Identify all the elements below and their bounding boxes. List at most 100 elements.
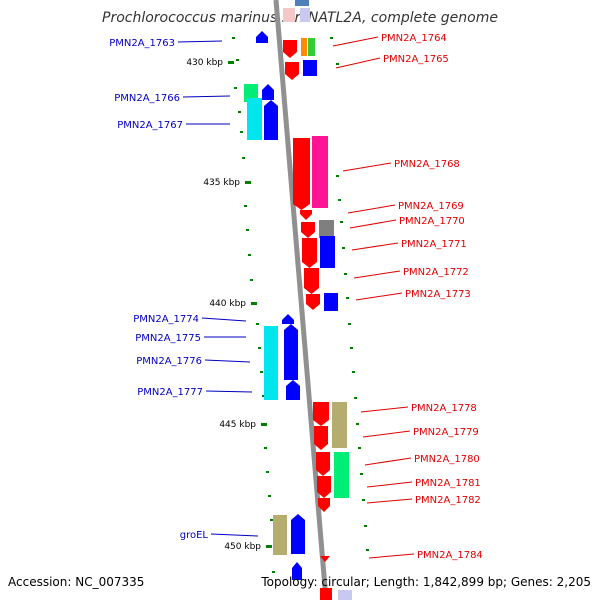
label-leader [182,95,231,98]
scale-tick [232,37,235,39]
kbp-tick [266,545,272,548]
label-leader [353,270,401,279]
right-gene-label: PMN2A_1781 [415,478,481,489]
scale-tick [360,473,363,475]
accession-label: Accession: NC_007335 [8,575,144,589]
gene-arrow [262,84,274,100]
right-gene-label: PMN2A_1784 [417,550,483,561]
scale-tick [238,111,241,113]
scale-tick [354,397,357,399]
gene-block [320,588,332,600]
label-leader [360,406,409,413]
scale-ticks: 430 kbp 435 kbp 440 kbp 445 kbp 450 kbp [186,37,369,573]
label-leader [347,204,396,214]
label-leader [342,162,392,172]
gene-block [319,220,334,238]
label-leader [332,36,379,47]
gene-arrow [313,402,329,426]
gene-arrow [306,294,320,310]
scale-tick [350,347,353,349]
scale-tick [358,447,361,449]
gene-arrow [304,268,319,294]
right-gene-label: PMN2A_1765 [383,54,449,65]
gene-block [303,60,317,76]
scale-tick [342,247,345,249]
kbp-label: 445 kbp [219,420,256,430]
gene-arrow [286,380,300,400]
scale-tick [362,499,365,501]
kbp-label: 430 kbp [186,58,223,68]
gene-arrow [256,31,268,43]
genome-backbone [273,0,329,600]
label-leader [335,57,381,69]
kbp-label: 440 kbp [209,299,246,309]
right-gene-label: PMN2A_1778 [411,403,477,414]
left-gene-label: PMN2A_1774 [133,314,199,325]
gene-arrow [293,138,310,210]
kbp-tick [251,302,257,305]
scale-tick [266,471,269,473]
gene-block [273,515,287,555]
scale-tick [340,221,343,223]
gene-arrow [301,222,315,238]
gene-arrow [300,210,312,220]
right-gene-label: PMN2A_1769 [398,201,464,212]
gene-arrow [317,476,331,498]
label-leader [355,292,403,301]
scale-tick [268,495,271,497]
gene-arrow [291,514,305,554]
label-leader [362,430,411,438]
scale-tick [364,525,367,527]
label-leader [368,553,415,559]
scale-tick [348,323,351,325]
kbp-tick [228,61,234,64]
right-gene-label: PMN2A_1782 [415,495,481,506]
gene-arrow [318,498,330,512]
label-leader [204,359,251,363]
right-gene-label: PMN2A_1780 [414,454,480,465]
label-leader [364,457,412,466]
label-leader [210,533,259,537]
kbp-tick [261,423,267,426]
left-gene-label: groEL [180,530,209,541]
left-gene-label: PMN2A_1775 [135,333,201,344]
scale-tick [346,297,349,299]
gene-arrow [316,452,330,476]
gene-block [308,38,315,56]
left-gene-label: PMN2A_1763 [109,38,175,49]
gene-block [244,84,258,102]
scale-tick [338,199,341,201]
kbp-label: 450 kbp [224,542,261,552]
gene-block [320,236,335,268]
scale-tick [256,323,259,325]
scale-tick [272,571,275,573]
gene-features [244,0,352,600]
genome-summary: Topology: circular; Length: 1,842,899 bp… [260,575,591,589]
gene-arrow [283,40,297,58]
left-gene-label: PMN2A_1766 [114,93,180,104]
scale-tick [344,273,347,275]
gene-arrow [284,324,298,380]
gene-arrow [320,556,330,562]
label-leader [205,390,253,393]
gene-arrow [292,562,302,580]
scale-tick [264,447,267,449]
gene-block [334,452,349,498]
scale-tick [248,254,251,256]
left-gene-label: PMN2A_1776 [136,356,202,367]
gene-labels: PMN2A_1763 PMN2A_1766 PMN2A_1767 PMN2A_1774… [109,33,483,561]
right-gene-label: PMN2A_1764 [381,33,447,44]
gene-block [247,98,262,140]
scale-tick [258,347,261,349]
right-gene-label: PMN2A_1768 [394,159,460,170]
label-leader [177,40,223,43]
scale-tick [234,87,237,89]
label-leader [366,481,413,488]
left-gene-label: PMN2A_1767 [117,120,183,131]
scale-tick [236,59,239,61]
backbone-line [273,0,329,600]
scale-tick [352,371,355,373]
right-gene-label: PMN2A_1779 [413,427,479,438]
gene-arrow [302,238,317,268]
scale-tick [244,205,247,207]
